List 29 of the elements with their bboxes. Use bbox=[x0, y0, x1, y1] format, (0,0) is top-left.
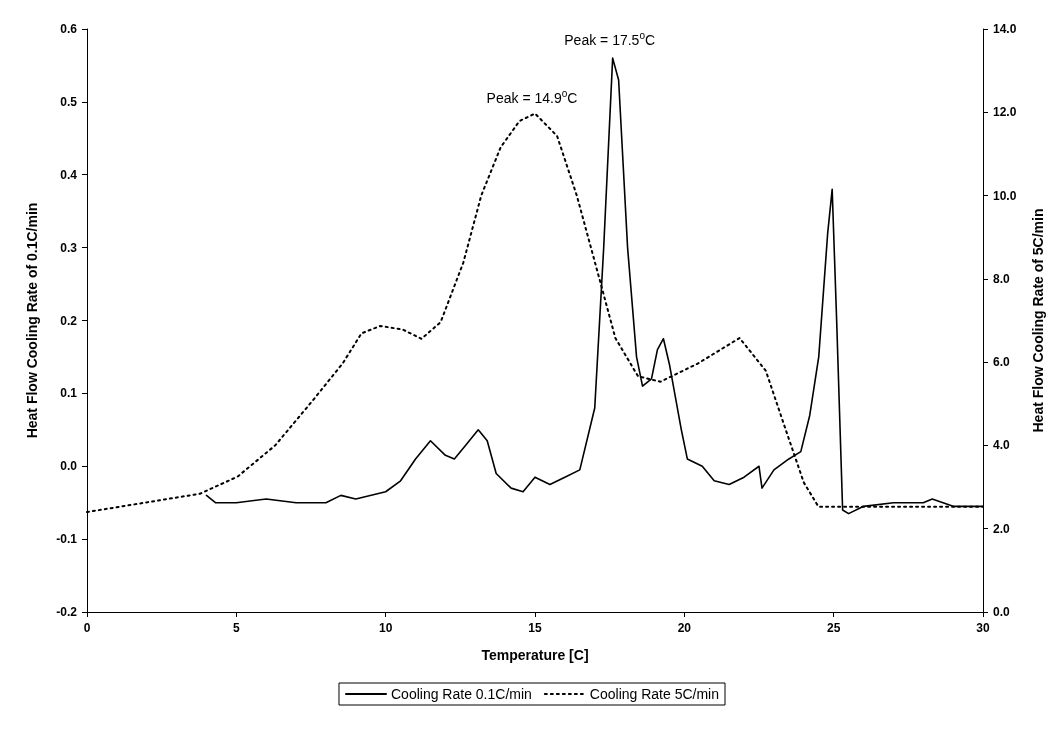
y-tick-label: 0.1 bbox=[60, 386, 78, 401]
x-tick-label: 20 bbox=[677, 621, 692, 635]
y-axis-title: Heat Flow Cooling Rate of 0.1C/min bbox=[24, 202, 40, 439]
y-tick-label: 0.3 bbox=[60, 240, 78, 255]
y-tick-label: -0.2 bbox=[56, 605, 78, 619]
y2-tick-label: 0.0 bbox=[993, 605, 1011, 619]
x-tick-label: 0 bbox=[83, 621, 91, 635]
y2-tick-label: 4.0 bbox=[993, 438, 1011, 453]
x-tick-label: 15 bbox=[528, 621, 542, 635]
y-tick-label: -0.1 bbox=[56, 532, 78, 547]
y2-tick-label: 2.0 bbox=[993, 521, 1011, 536]
x-tick-label: 5 bbox=[232, 621, 240, 635]
legend-label: Cooling Rate 0.1C/min bbox=[390, 686, 532, 702]
y2-tick-label: 14.0 bbox=[993, 22, 1017, 36]
y-tick-label: 0.5 bbox=[60, 94, 78, 109]
y-tick-label: 0.0 bbox=[60, 459, 78, 474]
y2-tick-label: 10.0 bbox=[993, 188, 1017, 203]
x-tick-label: 25 bbox=[826, 621, 841, 635]
y2-tick-label: 12.0 bbox=[993, 105, 1017, 120]
legend-label: Cooling Rate 5C/min bbox=[589, 686, 720, 702]
y-tick-label: 0.4 bbox=[60, 167, 78, 182]
x-tick-label: 30 bbox=[976, 621, 990, 635]
y-tick-label: 0.6 bbox=[60, 22, 78, 36]
y2-tick-label: 6.0 bbox=[993, 355, 1011, 370]
x-axis-title: Temperature [C] bbox=[481, 647, 589, 663]
y2-tick-label: 8.0 bbox=[993, 271, 1011, 286]
y-tick-label: 0.2 bbox=[60, 313, 78, 328]
x-tick-label: 10 bbox=[378, 621, 393, 635]
y2-axis-title: Heat Flow Cooling Rate of 5C/min bbox=[1030, 208, 1046, 433]
